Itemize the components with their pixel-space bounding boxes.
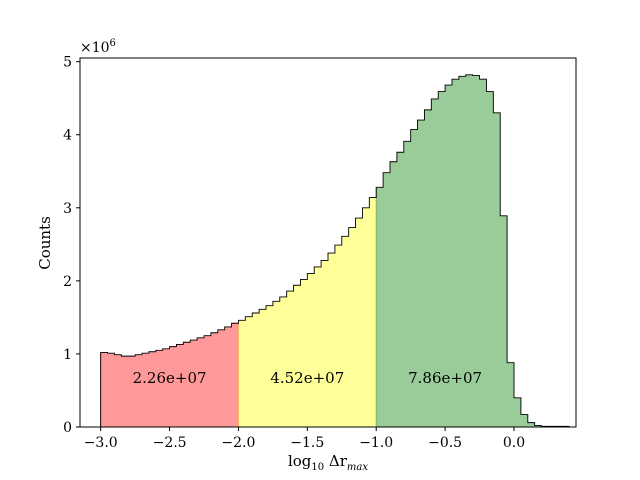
histogram-bar [176,344,184,427]
histogram-bar [245,316,253,427]
y-multiplier-exponent: 6 [110,38,116,49]
histogram-bar [465,74,474,427]
histogram-bar [252,313,260,427]
x-tick-label: −3.0 [84,435,118,451]
histogram-bar [390,161,398,427]
histogram-bar [107,353,115,427]
histogram-bar [100,352,108,427]
histogram-bar [383,172,391,427]
histogram-bar [183,342,191,427]
x-label-sub: max [347,462,368,473]
histogram-bar [424,109,432,427]
y-tick-label: 0 [63,420,72,436]
histogram-bar [458,76,467,428]
y-tick-label: 1 [63,347,72,363]
histogram-bar [259,309,267,427]
y-axis-label: Counts [36,216,54,270]
histogram-bar [452,79,460,427]
region-total-label: 2.26e+07 [133,369,207,387]
histogram-bar [307,273,315,427]
region-total-labels: 2.26e+07 4.52e+07 7.86e+07 [133,369,482,387]
histogram-bar [293,285,301,427]
histogram-bar [410,129,418,428]
histogram-bar [534,425,542,427]
histogram-bar [493,112,501,428]
histogram-bar [272,301,281,427]
y-tick-label: 4 [63,128,72,144]
histogram-bar [238,320,246,427]
y-multiplier-base: ×10 [80,40,110,56]
histogram-bar [314,266,322,427]
histogram-bar [341,236,350,427]
histogram-bar [286,291,294,427]
histogram-bar [403,141,412,428]
histogram-bar [300,279,308,427]
histogram-bar [369,197,377,427]
histogram-bar [527,422,536,427]
histogram-bar [121,356,129,427]
histogram-bar [162,348,170,427]
histogram-bar [128,356,136,427]
histogram-bar [321,260,329,427]
histogram-bar [204,335,212,427]
histogram-bar [155,350,164,427]
y-axis-multiplier: ×106 [80,38,116,56]
histogram-bar [520,414,529,427]
x-tick-label: −0.5 [428,435,462,451]
histogram-bar [376,187,384,427]
y-axis-ticks: 0 1 2 3 4 5 [63,55,80,436]
histogram-bar [472,75,480,427]
x-axis-label: log10 Δrmax [288,452,368,473]
y-tick-label: 5 [63,55,72,71]
region-total-label: 7.86e+07 [408,369,482,387]
histogram-bar [169,346,177,427]
histogram-bar [355,218,363,427]
histogram-bar [362,207,370,427]
histogram-bar [348,227,356,427]
histogram-bar [445,85,453,427]
histogram-bar [135,354,143,427]
histogram-bar [148,351,157,427]
histogram-bar [279,296,288,427]
x-tick-label: 0.0 [503,435,525,451]
plot-frame [79,57,577,428]
y-tick-label: 3 [63,201,72,217]
histogram-bar [514,397,522,427]
histogram-bar [479,79,487,427]
histogram-bar [142,353,150,427]
histogram-bar [224,326,232,427]
histogram-bar [197,337,205,427]
histogram-bar [486,91,494,428]
x-tick-label: −1.5 [290,435,324,451]
x-axis-ticks: −3.0 −2.5 −2.0 −1.5 −1.0 −0.5 0.0 [84,427,525,451]
x-label-delta: Δr [324,452,348,470]
histogram-step-outline [100,74,570,427]
histogram-bar [231,323,239,427]
histogram-bar [266,305,274,427]
histogram-bar [500,215,508,427]
x-tick-label: −2.0 [221,435,255,451]
histogram-bar [217,329,226,427]
histogram-bar [190,340,198,427]
histogram-bar [396,152,405,427]
x-label-log-sub: 10 [311,462,324,473]
x-tick-label: −2.5 [153,435,187,451]
histogram-bar [438,91,446,428]
histogram-bar [328,253,336,427]
histogram-bar [210,332,219,427]
histogram-bar [507,362,515,427]
x-tick-label: −1.0 [359,435,393,451]
y-tick-label: 2 [63,274,72,290]
x-label-log: log [288,452,312,470]
histogram-bar [114,354,122,427]
histogram-bars [100,74,570,428]
histogram-bar [417,120,425,428]
histogram-bar [431,98,439,428]
region-total-label: 4.52e+07 [270,369,344,387]
histogram-bar [334,245,343,427]
